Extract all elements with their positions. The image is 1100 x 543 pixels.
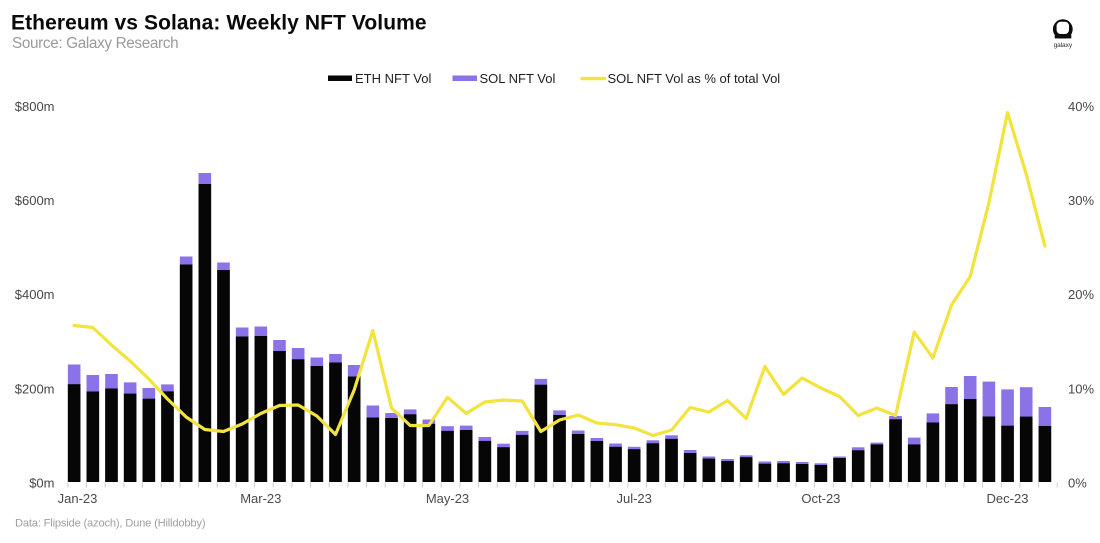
svg-text:Jan-23: Jan-23 [58, 491, 98, 506]
svg-text:Oct-23: Oct-23 [801, 491, 840, 506]
svg-text:ETH NFT Vol: ETH NFT Vol [355, 71, 431, 86]
svg-text:$800m: $800m [15, 99, 55, 114]
svg-text:0%: 0% [1068, 476, 1087, 491]
svg-text:May-23: May-23 [426, 491, 469, 506]
svg-text:20%: 20% [1068, 287, 1094, 302]
svg-text:$600m: $600m [15, 193, 55, 208]
svg-text:Source: Galaxy Research: Source: Galaxy Research [12, 35, 178, 52]
svg-text:Dec-23: Dec-23 [987, 491, 1029, 506]
svg-text:10%: 10% [1068, 381, 1094, 396]
svg-text:Ethereum vs Solana: Weekly NFT: Ethereum vs Solana: Weekly NFT Volume [11, 12, 427, 35]
svg-text:30%: 30% [1068, 193, 1094, 208]
svg-text:$400m: $400m [15, 287, 55, 302]
svg-text:40%: 40% [1068, 99, 1094, 114]
svg-text:Jul-23: Jul-23 [616, 491, 651, 506]
svg-text:SOL NFT Vol as % of total Vol: SOL NFT Vol as % of total Vol [608, 71, 781, 86]
svg-text:Data: Flipside (azoch), Dune (: Data: Flipside (azoch), Dune (Hilldobby) [15, 518, 206, 530]
svg-text:$200m: $200m [15, 381, 55, 396]
svg-text:SOL NFT Vol: SOL NFT Vol [480, 71, 556, 86]
svg-text:Mar-23: Mar-23 [240, 491, 281, 506]
svg-text:$0m: $0m [29, 476, 54, 491]
svg-text:galaxy: galaxy [1054, 42, 1073, 49]
